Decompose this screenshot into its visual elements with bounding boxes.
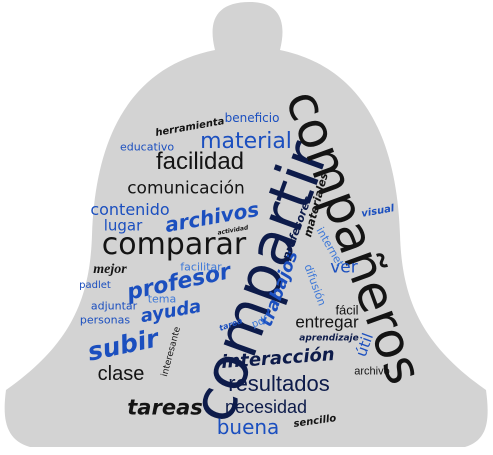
word-facil: fácil xyxy=(335,302,359,318)
word-comparar: comparar xyxy=(101,227,247,262)
word-padlet: padlet xyxy=(79,280,111,291)
word-mejor: mejor xyxy=(93,262,127,277)
word-entregar: entregar xyxy=(295,312,359,332)
word-contenido: contenido xyxy=(90,200,170,219)
word-ver: ver xyxy=(330,257,358,278)
word-tema: tema xyxy=(147,292,177,306)
word-resultados: resultados xyxy=(228,371,330,396)
word-beneficio: beneficio xyxy=(224,111,280,125)
word-necesidad: necesidad xyxy=(224,397,308,417)
word-clase: clase xyxy=(97,363,145,385)
word-adjuntar: adjuntar xyxy=(90,299,138,313)
word-facilitar: facilitar xyxy=(180,260,222,274)
word-buena: buena xyxy=(216,415,280,439)
word-archivo: archivo xyxy=(354,365,390,378)
word-educativo: educativo xyxy=(119,140,175,154)
word-facilidad: facilidad xyxy=(155,148,245,175)
word-aprendizaje: aprendizaje xyxy=(299,333,359,344)
word-tareas: tareas xyxy=(127,395,203,420)
word-lugar: lugar xyxy=(103,216,143,235)
word-material: material xyxy=(200,129,292,154)
bell-silhouette xyxy=(4,2,488,447)
word-personas: personas xyxy=(79,313,131,327)
word-comunicacion: comunicación xyxy=(127,178,245,199)
